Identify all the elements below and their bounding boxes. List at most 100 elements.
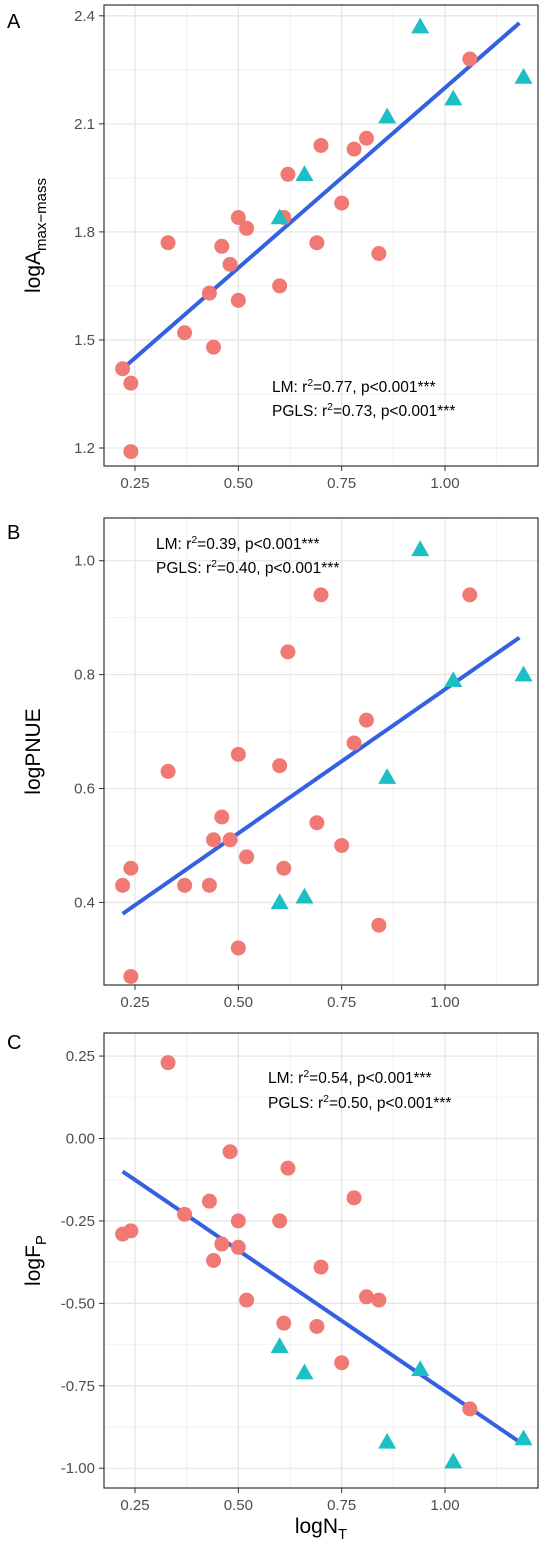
data-point-triangle [295,165,314,182]
y-tick-label: -1.00 [61,1460,95,1477]
data-point-triangle [514,665,533,682]
data-point-circle [309,235,325,251]
data-point-circle [358,712,374,728]
data-point-circle [123,1223,139,1239]
data-point-circle [123,444,139,460]
x-tick-label: 0.25 [120,994,149,1011]
y-tick-label: 0.8 [74,667,95,684]
panel-tag: C [7,1032,21,1054]
data-point-circle [214,238,230,254]
panel-border [103,1032,539,1489]
stat-annotation-pgls: PGLS: r2=0.40, p<0.001*** [156,558,339,577]
y-tick-label: 1.2 [74,440,95,457]
x-tick-label: 0.75 [327,1497,356,1514]
x-tick-label: 1.00 [430,475,459,492]
data-point-circle [201,285,217,301]
data-point-triangle [295,887,314,904]
y-tick-label: 0.6 [74,781,95,798]
panel-c [99,1032,539,1493]
data-point-circle [239,1292,255,1308]
data-point-circle [123,860,139,876]
x-tick-label: 0.50 [224,475,253,492]
data-point-circle [222,256,238,272]
panel-tag: B [7,522,20,544]
data-point-triangle [514,1429,533,1446]
panel-border [103,517,539,986]
y-tick-label: 2.4 [74,8,95,25]
stat-annotation-lm: LM: r2=0.77, p<0.001*** [272,377,436,396]
data-point-triangle [411,1360,430,1377]
data-point-circle [160,763,176,779]
data-point-triangle [378,768,397,784]
data-point-triangle [270,893,289,910]
data-point-circle [201,1193,217,1209]
data-point-triangle [378,107,397,124]
y-tick-label: 1.8 [74,224,95,241]
data-point-triangle [270,1337,289,1353]
data-point-circle [371,1292,387,1308]
data-point-circle [309,815,325,831]
y-tick-label: 2.1 [74,116,95,133]
data-point-triangle [411,17,430,34]
data-point-triangle [295,1363,314,1380]
x-tick-label: 0.25 [120,1497,149,1514]
data-point-circle [239,220,255,236]
regression-line [121,21,521,371]
data-point-circle [346,1190,362,1206]
panel-a [99,4,539,471]
data-point-circle [214,1236,230,1252]
plot-area-a [104,5,538,466]
data-point-circle [123,375,139,391]
data-point-triangle [514,68,533,84]
data-point-circle [358,1289,374,1305]
y-tick-label: 1.0 [74,553,95,570]
panel-border [103,4,539,467]
y-tick-label: 0.00 [66,1131,95,1148]
y-axis-label: logAmax−mass [22,178,50,293]
data-point-circle [334,195,350,211]
y-tick-label: -0.50 [61,1295,95,1312]
x-tick-label: 0.25 [120,475,149,492]
data-point-circle [206,832,222,848]
data-point-circle [280,1160,296,1176]
data-point-circle [462,587,478,603]
data-point-circle [334,1355,350,1371]
data-point-circle [276,860,292,876]
x-tick-label: 0.75 [327,475,356,492]
data-point-circle [206,339,222,355]
data-point-triangle [270,208,289,225]
stat-annotation-pgls: PGLS: r2=0.50, p<0.001*** [268,1093,451,1112]
y-tick-label: -0.75 [61,1378,95,1395]
data-point-circle [313,1259,329,1275]
data-point-circle [276,1315,292,1331]
panel-b [99,517,539,990]
data-point-circle [346,141,362,157]
data-point-triangle [378,1432,397,1449]
data-point-circle [280,166,296,182]
data-point-circle [201,877,217,893]
data-point-triangle [444,1452,463,1469]
stat-annotation-pgls: PGLS: r2=0.73, p<0.001*** [272,401,455,420]
data-point-circle [206,1253,222,1268]
x-axis-label: logNT [295,1515,347,1543]
data-point-circle [160,1055,176,1071]
data-point-circle [272,1213,288,1229]
data-point-circle [160,235,176,251]
panel-tag: A [7,11,21,33]
data-point-circle [309,1318,325,1334]
data-point-circle [214,809,230,825]
x-tick-label: 0.50 [224,1497,253,1514]
data-point-circle [313,137,329,153]
data-point-circle [371,246,387,262]
y-axis-label: logFP [22,1235,50,1286]
data-point-circle [239,849,255,865]
x-tick-label: 0.75 [327,994,356,1011]
data-point-circle [177,1206,193,1222]
data-point-circle [346,735,362,751]
y-tick-label: 1.5 [74,332,95,349]
data-point-circle [358,130,374,146]
data-point-circle [123,968,139,984]
data-point-circle [371,917,387,933]
data-point-circle [115,877,131,893]
